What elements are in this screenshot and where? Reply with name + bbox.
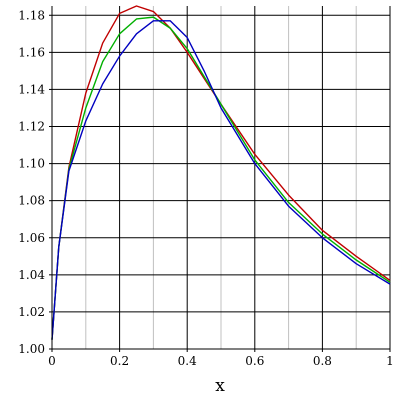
x-tick-label: 0.4: [178, 354, 197, 368]
x-tick-label: 0.6: [245, 354, 264, 368]
y-tick-label: 1.00: [18, 342, 45, 356]
tick-labels: 0 0.2 0.4 0.6 0.8 1 1.00 1.02 1.04 1.06 1.08 1.10 1.…: [18, 8, 394, 368]
y-tick-label: 1.12: [18, 120, 45, 134]
series-line-2: [51, 16, 391, 340]
y-tick-label: 1.04: [18, 268, 45, 282]
x-tick-label: 0.2: [110, 354, 129, 368]
y-tick-label: 1.06: [18, 231, 45, 245]
y-tick-label: 1.08: [18, 194, 45, 208]
y-tick-label: 1.16: [18, 45, 45, 59]
y-tick-label: 1.18: [18, 8, 45, 22]
x-tick-label: 0.8: [313, 354, 332, 368]
grid: [52, 6, 391, 349]
x-axis-label: x: [215, 376, 225, 396]
x-tick-label: 1: [386, 354, 394, 368]
series-lines: [51, 5, 391, 340]
y-tick-label: 1.02: [18, 305, 45, 319]
x-tick-label: 0: [48, 354, 56, 368]
y-tick-label: 1.10: [18, 157, 45, 171]
y-tick-label: 1.14: [18, 82, 45, 96]
series-line-3: [51, 20, 391, 340]
axes: [51, 6, 390, 350]
